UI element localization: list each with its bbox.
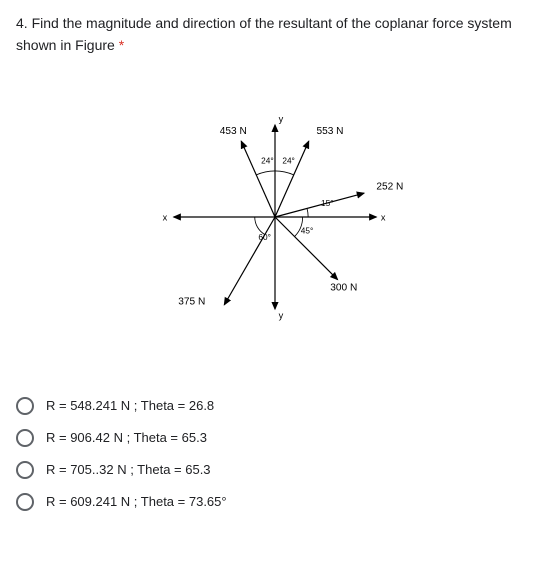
options-list: R = 548.241 N ; Theta = 26.8 R = 906.42 … [16,397,534,511]
radio-icon [16,461,34,479]
radio-icon [16,397,34,415]
option-label: R = 609.241 N ; Theta = 73.65° [46,494,227,509]
force-diagram: x x y y 453 N 553 N 252 N 300 N 375 N 24° 24° 15° 45… [100,77,450,357]
svg-text:45°: 45° [301,226,314,235]
svg-text:15°: 15° [321,199,334,208]
svg-text:24°: 24° [282,156,295,165]
svg-text:x: x [163,212,168,222]
option-label: R = 548.241 N ; Theta = 26.8 [46,398,214,413]
svg-text:x: x [381,212,386,222]
svg-text:24°: 24° [261,156,274,165]
option-1[interactable]: R = 548.241 N ; Theta = 26.8 [16,397,534,415]
svg-text:300 N: 300 N [330,282,357,293]
radio-icon [16,429,34,447]
option-4[interactable]: R = 609.241 N ; Theta = 73.65° [16,493,534,511]
question-text: 4. Find the magnitude and direction of t… [16,12,534,57]
svg-text:453 N: 453 N [220,126,247,137]
required-asterisk: * [119,37,124,53]
svg-text:y: y [279,114,284,124]
svg-text:553 N: 553 N [316,126,343,137]
option-label: R = 906.42 N ; Theta = 65.3 [46,430,207,445]
radio-icon [16,493,34,511]
svg-text:375 N: 375 N [178,296,205,307]
option-label: R = 705..32 N ; Theta = 65.3 [46,462,211,477]
svg-text:y: y [279,310,284,320]
question-number: 4. [16,15,28,31]
svg-text:60°: 60° [258,233,271,242]
option-2[interactable]: R = 906.42 N ; Theta = 65.3 [16,429,534,447]
figure-container: x x y y 453 N 553 N 252 N 300 N 375 N 24° 24° 15° 45… [16,77,534,357]
svg-text:252 N: 252 N [376,181,403,192]
question-body: Find the magnitude and direction of the … [16,15,512,53]
option-3[interactable]: R = 705..32 N ; Theta = 65.3 [16,461,534,479]
